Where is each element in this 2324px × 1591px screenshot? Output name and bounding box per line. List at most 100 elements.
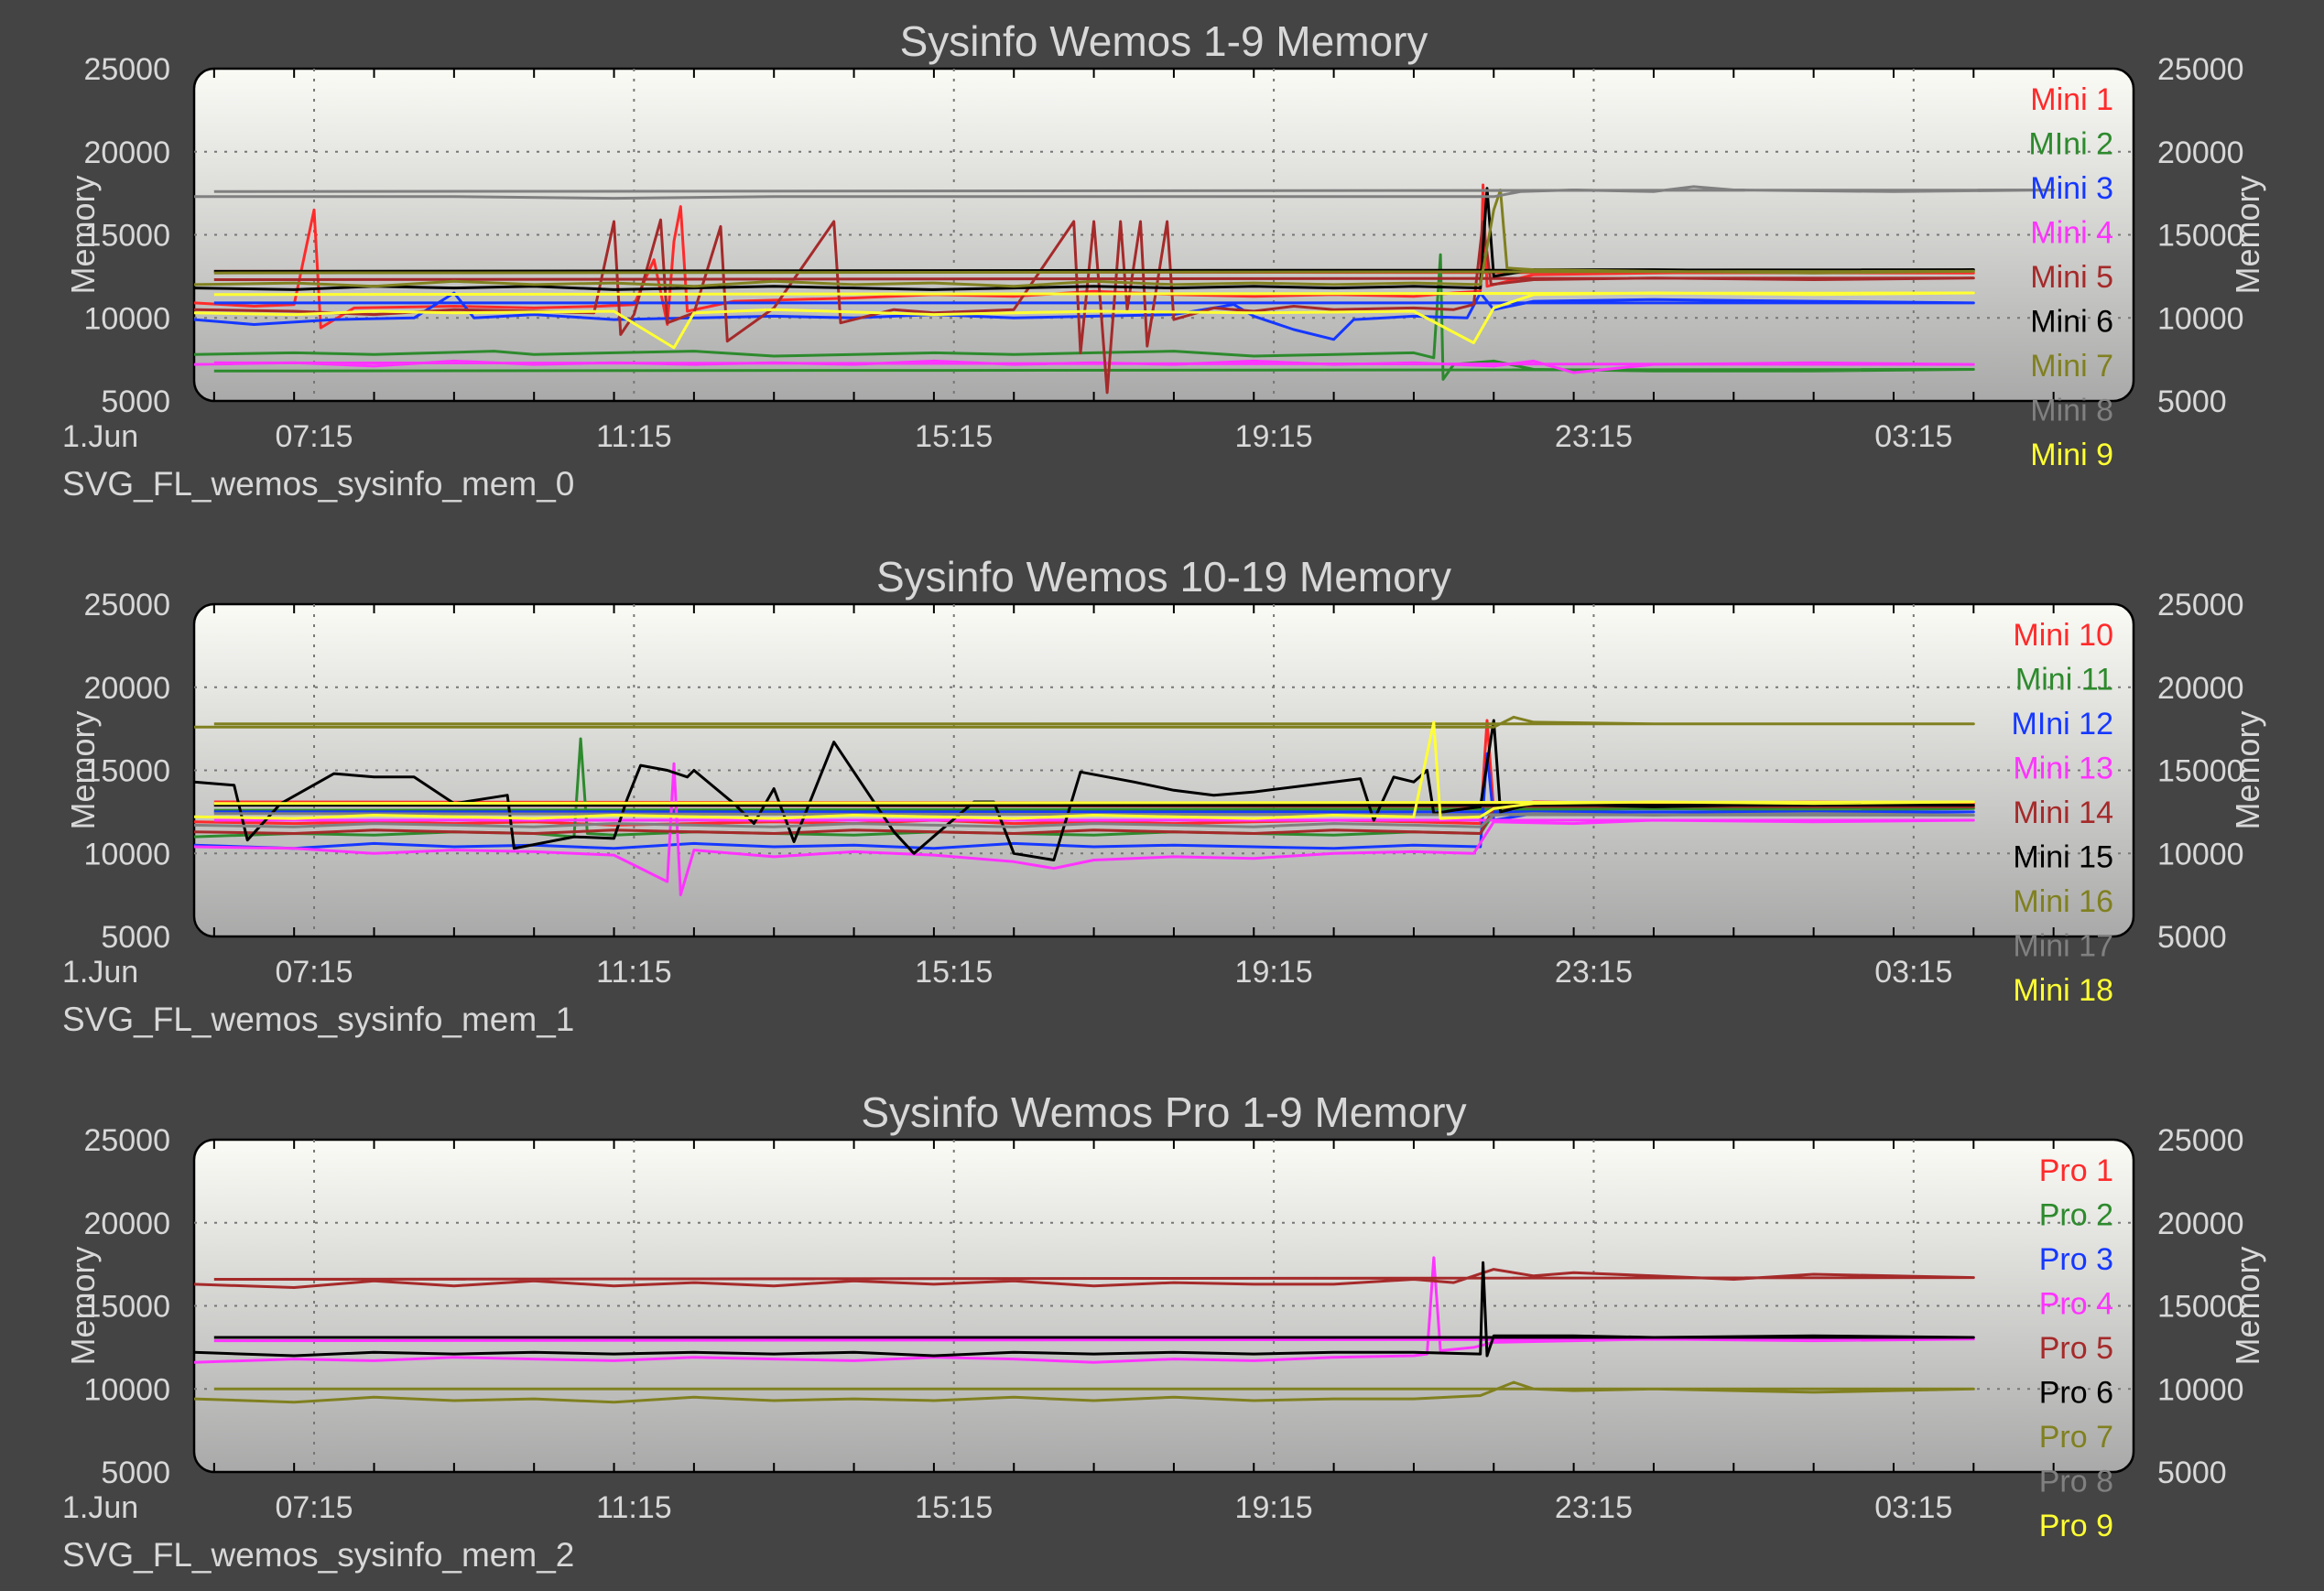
y-axis-label-left: Memory bbox=[64, 1246, 102, 1365]
y-tick-label-right: 20000 bbox=[2157, 671, 2244, 706]
chart-caption: SVG_FL_wemos_sysinfo_mem_2 bbox=[62, 1536, 574, 1574]
y-tick-label-right: 15000 bbox=[2157, 754, 2244, 789]
y-tick-label-right: 25000 bbox=[2157, 588, 2244, 622]
x-tick-label: 19:15 bbox=[1235, 419, 1313, 454]
y-tick-label-left: 25000 bbox=[83, 1123, 170, 1158]
legend: Mini 10 Mini 11 MIni 12 Mini 13 Mini 14 Mini … bbox=[2012, 618, 2114, 1008]
series-lines bbox=[194, 183, 2056, 395]
series-line-mini-9 bbox=[194, 291, 1975, 350]
legend-entry-mini-11: Mini 11 bbox=[2015, 663, 2113, 698]
y-tick-label-right: 15000 bbox=[2157, 219, 2244, 254]
legend-entry-pro-5: Pro 5 bbox=[2039, 1331, 2113, 1366]
y-axis-label-right: Memory bbox=[2229, 175, 2266, 294]
series-line-pro-7 bbox=[194, 1380, 1975, 1404]
chart-title: Sysinfo Wemos 10-19 Memory bbox=[876, 553, 1451, 601]
y-tick-label-left: 20000 bbox=[83, 671, 170, 706]
chart-title: Sysinfo Wemos Pro 1-9 Memory bbox=[861, 1088, 1466, 1136]
legend-entry-mini-8: Mini 8 bbox=[2030, 394, 2113, 428]
series-line-mini-8 bbox=[194, 185, 2056, 200]
legend-entry-pro-2: Pro 2 bbox=[2039, 1198, 2113, 1233]
legend-entry-pro-9: Pro 9 bbox=[2039, 1509, 2113, 1543]
date-label: 1.Jun bbox=[62, 955, 138, 990]
legend-entry-mini-1: Mini 1 bbox=[2030, 82, 2113, 117]
y-tick-label-right: 10000 bbox=[2157, 1372, 2244, 1407]
y-tick-label-left: 5000 bbox=[101, 384, 170, 419]
x-tick-label: 23:15 bbox=[1555, 419, 1633, 454]
y-tick-label-right: 5000 bbox=[2157, 384, 2227, 419]
x-tick-label: 15:15 bbox=[915, 1490, 993, 1525]
y-tick-label-right: 25000 bbox=[2157, 1123, 2244, 1158]
series-lines bbox=[194, 1256, 1975, 1404]
legend-entry-mini-7: Mini 7 bbox=[2030, 349, 2113, 384]
legend-entry-pro-8: Pro 8 bbox=[2039, 1465, 2113, 1499]
y-axis-label-right: Memory bbox=[2229, 1246, 2266, 1365]
legend-entry-mini-12: MIni 12 bbox=[2012, 707, 2114, 741]
series-line-mini-4 bbox=[194, 359, 1975, 374]
chart-panel-3: Sysinfo Wemos Pro 1-9 Memory 25000 25000 20… bbox=[62, 1088, 2266, 1574]
x-tick-label: 11:15 bbox=[596, 1490, 672, 1525]
legend-entry-mini-9: Mini 9 bbox=[2030, 438, 2113, 472]
legend-entry-mini-17: Mini 17 bbox=[2013, 929, 2113, 964]
series-line-mini-7 bbox=[194, 189, 1975, 288]
x-tick-label: 07:15 bbox=[275, 1490, 353, 1525]
x-tick-label: 23:15 bbox=[1555, 1490, 1633, 1525]
y-tick-label-left: 5000 bbox=[101, 1456, 170, 1490]
y-tick-label-left: 10000 bbox=[83, 1372, 170, 1407]
chart-title: Sysinfo Wemos 1-9 Memory bbox=[900, 17, 1428, 65]
y-tick-label-right: 10000 bbox=[2157, 837, 2244, 871]
y-tick-label-left: 15000 bbox=[83, 754, 170, 789]
date-label: 1.Jun bbox=[62, 419, 138, 454]
y-tick-label-right: 20000 bbox=[2157, 135, 2244, 170]
x-tick-label: 15:15 bbox=[915, 419, 993, 454]
legend-entry-mini-4: Mini 4 bbox=[2030, 216, 2113, 251]
series-line-pro-4 bbox=[194, 1256, 1975, 1364]
series-line-pro-5 bbox=[194, 1268, 1975, 1289]
date-label: 1.Jun bbox=[62, 1490, 138, 1525]
y-tick-label-right: 5000 bbox=[2157, 1456, 2227, 1490]
x-tick-label: 11:15 bbox=[596, 419, 672, 454]
y-tick-label-left: 20000 bbox=[83, 135, 170, 170]
chart-panel-1: Sysinfo Wemos 1-9 Memory 25000 25000 20000 2… bbox=[62, 17, 2266, 503]
y-tick-label-right: 10000 bbox=[2157, 301, 2244, 336]
y-tick-label-right: 15000 bbox=[2157, 1290, 2244, 1325]
x-tick-label: 03:15 bbox=[1874, 419, 1952, 454]
legend-entry-mini-18: Mini 18 bbox=[2013, 973, 2113, 1008]
x-tick-label: 03:15 bbox=[1874, 1490, 1952, 1525]
y-tick-label-left: 25000 bbox=[83, 52, 170, 87]
x-tick-label: 19:15 bbox=[1235, 1490, 1313, 1525]
legend-entry-pro-6: Pro 6 bbox=[2039, 1376, 2113, 1411]
chart-panel-2: Sysinfo Wemos 10-19 Memory 25000 25000 2000… bbox=[62, 553, 2266, 1038]
series-line-mini-2 bbox=[194, 253, 1975, 381]
legend-entry-pro-7: Pro 7 bbox=[2039, 1420, 2113, 1455]
y-tick-label-left: 15000 bbox=[83, 219, 170, 254]
legend-entry-pro-1: Pro 1 bbox=[2039, 1153, 2113, 1188]
legend: Mini 1 MIni 2 Mini 3 Mini 4 Mini 5 Mini 6 Mini… bbox=[2028, 82, 2113, 472]
y-tick-label-left: 15000 bbox=[83, 1290, 170, 1325]
y-tick-label-left: 10000 bbox=[83, 301, 170, 336]
legend-entry-mini-2: MIni 2 bbox=[2028, 127, 2113, 162]
x-tick-label: 03:15 bbox=[1874, 955, 1952, 990]
y-axis-label-right: Memory bbox=[2229, 710, 2266, 829]
legend-entry-mini-3: Mini 3 bbox=[2030, 171, 2113, 206]
y-tick-label-left: 25000 bbox=[83, 588, 170, 622]
y-axis-label-left: Memory bbox=[64, 175, 102, 294]
series-lines bbox=[194, 715, 1975, 897]
x-tick-label: 11:15 bbox=[596, 955, 672, 990]
legend-entry-mini-15: Mini 15 bbox=[2013, 840, 2113, 875]
series-line-mini-18 bbox=[194, 720, 1975, 820]
y-tick-label-left: 10000 bbox=[83, 837, 170, 871]
legend: Pro 1 Pro 2 Pro 3 Pro 4 Pro 5 Pro 6 Pro 7 Pro 8… bbox=[2039, 1153, 2113, 1543]
y-tick-label-left: 5000 bbox=[101, 920, 170, 955]
legend-entry-mini-10: Mini 10 bbox=[2013, 618, 2113, 653]
series-line-mini-17 bbox=[194, 812, 1975, 828]
legend-entry-pro-3: Pro 3 bbox=[2039, 1242, 2113, 1277]
series-line-mini-16 bbox=[194, 715, 1975, 729]
chart-caption: SVG_FL_wemos_sysinfo_mem_0 bbox=[62, 465, 574, 503]
y-tick-label-left: 20000 bbox=[83, 1207, 170, 1241]
chart-caption: SVG_FL_wemos_sysinfo_mem_1 bbox=[62, 1001, 574, 1038]
legend-entry-mini-5: Mini 5 bbox=[2030, 260, 2113, 295]
y-tick-label-right: 20000 bbox=[2157, 1207, 2244, 1241]
x-tick-label: 15:15 bbox=[915, 955, 993, 990]
x-tick-label: 23:15 bbox=[1555, 955, 1633, 990]
